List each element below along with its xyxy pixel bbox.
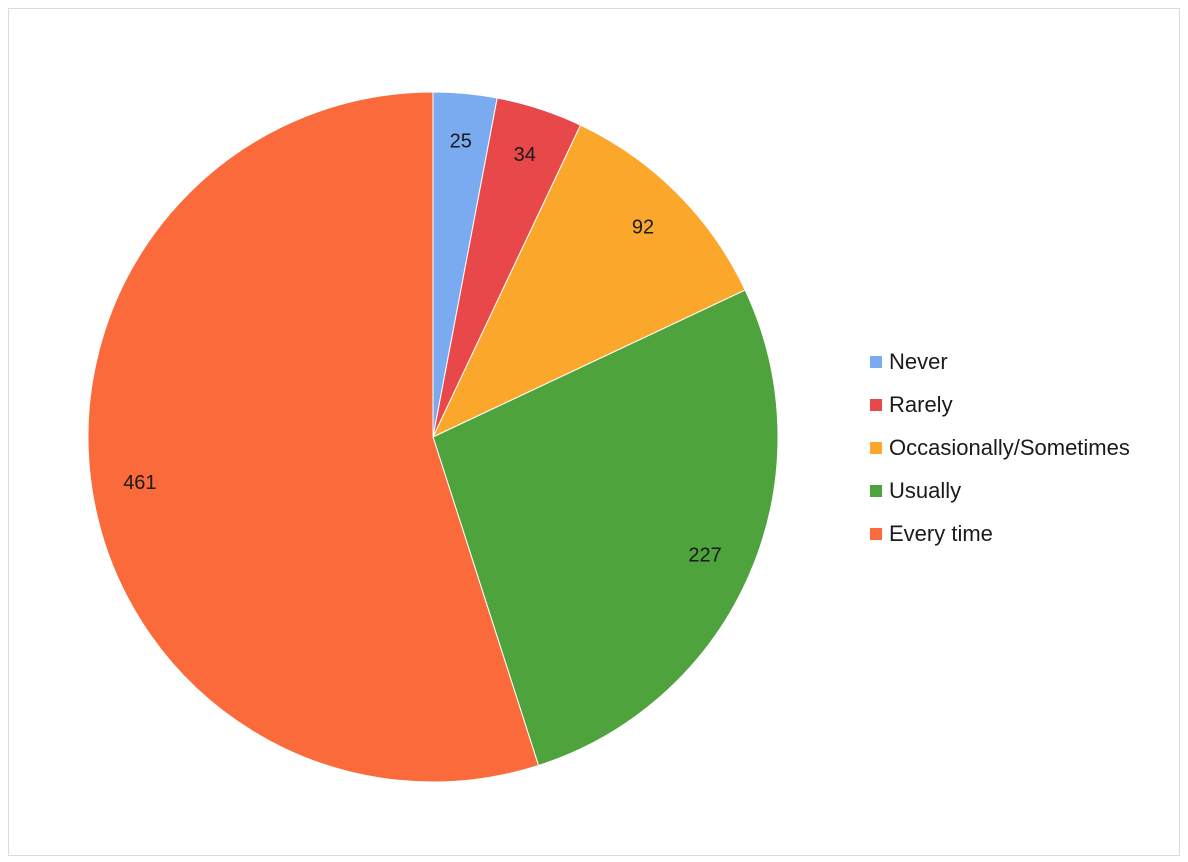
legend-item-every-time: Every time: [870, 512, 1130, 555]
legend-label-rarely: Rarely: [889, 391, 953, 417]
legend-item-rarely: Rarely: [870, 383, 1130, 426]
data-label-rarely: 34: [514, 144, 536, 166]
data-label-every-time: 461: [123, 472, 156, 494]
legend-label-never: Never: [889, 348, 948, 374]
pie-slice-every-time: [87, 91, 540, 783]
legend-swatch-occasionally-sometimes: [870, 441, 882, 454]
legend-item-usually: Usually: [870, 469, 1130, 512]
legend-label-occasionally-sometimes: Occasionally/Sometimes: [889, 434, 1130, 460]
legend-item-occasionally-sometimes: Occasionally/Sometimes: [870, 426, 1130, 469]
legend-swatch-every-time: [870, 527, 882, 540]
legend-label-usually: Usually: [889, 477, 962, 503]
legend-swatch-rarely: [870, 398, 882, 411]
data-label-usually: 227: [688, 544, 721, 566]
pie-slice-occasionally-sometimes: [431, 124, 746, 439]
legend-item-never: Never: [870, 340, 1130, 383]
pie-slice-usually: [432, 289, 779, 767]
legend-swatch-usually: [870, 484, 882, 497]
data-label-never: 25: [450, 131, 472, 153]
legend-label-every-time: Every time: [889, 520, 993, 546]
data-label-occasionally-sometimes: 92: [632, 216, 654, 238]
chart-legend: Never Rarely Occasionally/Sometimes Usua…: [870, 340, 1130, 555]
legend-swatch-never: [870, 355, 882, 368]
